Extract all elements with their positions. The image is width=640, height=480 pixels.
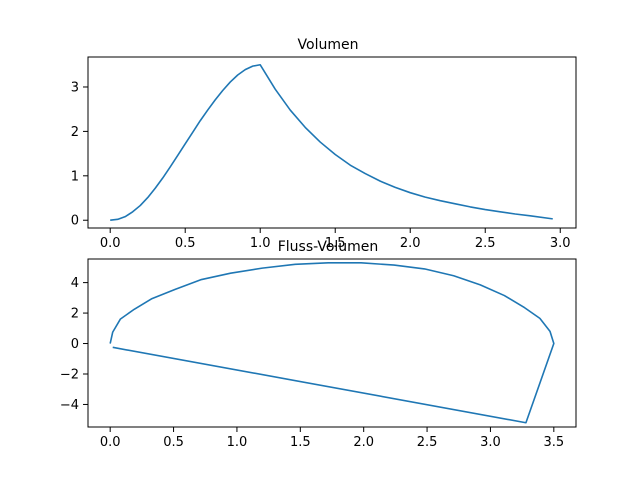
x-tick-label: 1.0 [227,435,248,450]
x-tick-label: 0.0 [100,236,121,251]
x-tick-label: 2.5 [417,435,438,450]
series-line-volumen-0 [110,63,553,222]
x-tick-label: 2.0 [353,435,374,450]
x-tick-label: 3.0 [550,236,571,251]
x-tick-label: 1.0 [250,236,271,251]
y-tick-label: 0 [71,337,79,352]
y-tick-label: 3 [71,80,79,95]
y-ticks-fluss-volumen: −4 −2 0 2 4 [60,276,88,413]
y-tick-label: 1 [71,169,79,184]
series-layer-volumen [110,63,553,222]
chart-title-volumen: Volumen [298,37,359,53]
series-layer-fluss-volumen [109,262,555,424]
axes-frame-volumen [87,56,577,229]
axes-volumen: Volumen 0.0 0.5 1.0 1.5 2.0 2.5 3.0 0 1 2 3 [71,37,577,251]
y-tick-label: 0 [71,214,79,229]
x-tick-label: 2.5 [475,236,496,251]
y-tick-label: −2 [60,367,79,382]
y-tick-label: 2 [71,125,79,140]
x-tick-label: 3.0 [480,435,501,450]
axes-fluss-volumen: Fluss-Volumen 0.0 0.5 1.0 1.5 2.0 2.5 3.0 3.5 −… [60,239,577,450]
y-tick-label: −4 [60,398,79,413]
x-tick-label: 0.5 [175,236,196,251]
y-tick-label: 2 [71,307,79,322]
x-tick-label: 0.5 [163,435,184,450]
x-tick-label: 0.0 [100,435,121,450]
x-tick-label: 3.5 [543,435,564,450]
y-ticks-volumen: 0 1 2 3 [71,80,88,229]
x-tick-label: 1.5 [325,236,346,251]
axes-frame-fluss-volumen [87,258,577,428]
x-tick-label: 2.0 [400,236,421,251]
chart-title-fluss-volumen: Fluss-Volumen [278,239,379,255]
x-ticks-volumen: 0.0 0.5 1.0 1.5 2.0 2.5 3.0 [100,228,571,251]
x-tick-label: 1.5 [290,435,311,450]
y-tick-label: 4 [71,276,79,291]
series-line-fluss-volumen-0 [109,262,555,424]
x-ticks-fluss-volumen: 0.0 0.5 1.0 1.5 2.0 2.5 3.0 3.5 [100,427,564,450]
